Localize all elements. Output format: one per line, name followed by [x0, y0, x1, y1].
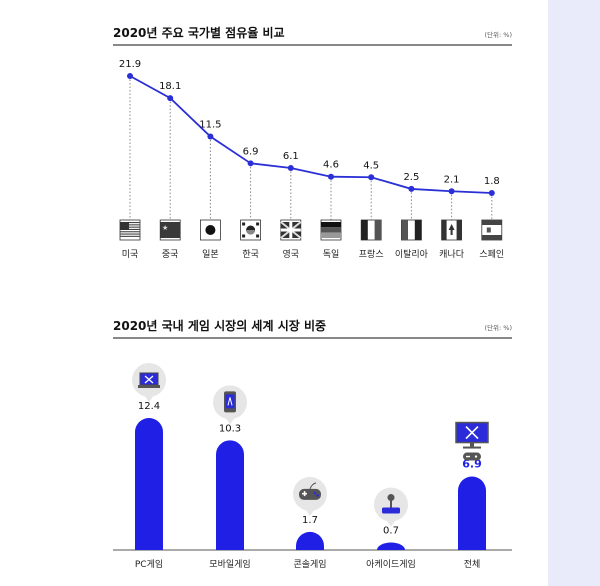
bar-value-label-4: 6.9	[462, 458, 482, 471]
data-point-8	[448, 188, 455, 195]
monitor-gamepad-icon	[455, 421, 489, 461]
line-chart: 21.9 18.1 11.5 6.9 6.1 4.6 4.5 2.5 2.1 1.8 미국 ★ 중국 일본…	[119, 59, 504, 260]
bar-value-label-3: 0.7	[383, 526, 399, 537]
category-label-8: 캐나다	[439, 249, 465, 260]
data-point-9	[488, 190, 495, 196]
series-line	[129, 75, 492, 194]
category-label-3: 한국	[242, 249, 259, 260]
value-label-1: 18.1	[159, 81, 181, 92]
data-point-7	[408, 185, 415, 192]
canada-flag-icon	[441, 219, 463, 241]
category-label-1: 중국	[162, 249, 179, 260]
us-flag-icon	[119, 219, 141, 241]
value-label-3: 6.9	[243, 146, 259, 157]
svg-text:★: ★	[162, 224, 168, 232]
bar-category-label-0: PC게임	[135, 558, 163, 570]
charts-canvas: 2020년 주요 국가별 점유율 비교 (단위: %) 21.9 18.1 11.5…	[113, 25, 512, 570]
bar-value-label-0: 12.4	[138, 401, 160, 412]
bar-category-label-1: 모바일게임	[209, 558, 250, 570]
bar-value-label-2: 1.7	[302, 515, 318, 526]
smartphone-icon	[213, 385, 247, 425]
germany-flag-icon	[320, 219, 342, 241]
china-flag-icon: ★	[159, 219, 181, 241]
bar-category-label-2: 콘솔게임	[293, 558, 326, 570]
korea-flag-icon	[240, 219, 262, 241]
value-label-4: 6.1	[283, 151, 299, 162]
bar-chart: 12.4 PC게임 10.3 모바일게임 1.7 콘솔게임 0.7 아케이드게임 6.9 전체	[113, 363, 512, 570]
value-label-0: 21.9	[119, 59, 141, 70]
bar-2	[296, 531, 324, 550]
bar-0	[135, 418, 163, 550]
data-point-5	[328, 173, 334, 180]
joystick-icon	[374, 487, 408, 527]
value-label-6: 4.5	[363, 160, 379, 171]
value-label-7: 2.5	[403, 172, 419, 183]
italy-flag-icon	[400, 219, 422, 241]
bar-value-label-1: 10.3	[219, 423, 241, 434]
category-label-2: 일본	[202, 249, 219, 260]
data-point-2	[207, 133, 214, 140]
bar-1	[216, 440, 244, 550]
bar-3	[377, 542, 405, 550]
value-label-9: 1.8	[484, 176, 500, 187]
france-flag-icon	[360, 219, 382, 241]
side-panel	[548, 0, 600, 586]
data-point-6	[368, 174, 375, 181]
category-label-4: 영국	[283, 249, 300, 260]
laptop-icon	[132, 363, 166, 402]
category-label-0: 미국	[122, 249, 139, 260]
spain-flag-icon	[481, 219, 503, 241]
japan-flag-icon	[199, 219, 221, 241]
data-point-4	[287, 164, 294, 171]
data-point-1	[167, 95, 174, 102]
data-point-3	[247, 160, 254, 167]
value-label-5: 4.6	[323, 160, 339, 171]
bar-4	[458, 476, 486, 550]
bar-category-label-4: 전체	[464, 559, 481, 570]
value-label-2: 11.5	[199, 120, 221, 131]
value-label-8: 2.1	[444, 174, 460, 185]
gamepad-icon	[293, 476, 327, 516]
bar-category-label-3: 아케이드게임	[366, 558, 416, 570]
chart1-unit: (단위: %)	[485, 30, 512, 39]
category-label-6: 프랑스	[359, 248, 384, 260]
category-label-7: 이탈리아	[395, 249, 429, 260]
data-point-0	[127, 73, 133, 79]
category-label-5: 독일	[323, 249, 340, 260]
chart1-title: 2020년 주요 국가별 점유율 비교	[113, 25, 285, 40]
uk-flag-icon	[280, 219, 302, 241]
chart2-unit: (단위: %)	[485, 323, 512, 332]
chart2-title: 2020년 국내 게임 시장의 세계 시장 비중	[113, 318, 326, 333]
category-label-9: 스페인	[479, 249, 504, 260]
